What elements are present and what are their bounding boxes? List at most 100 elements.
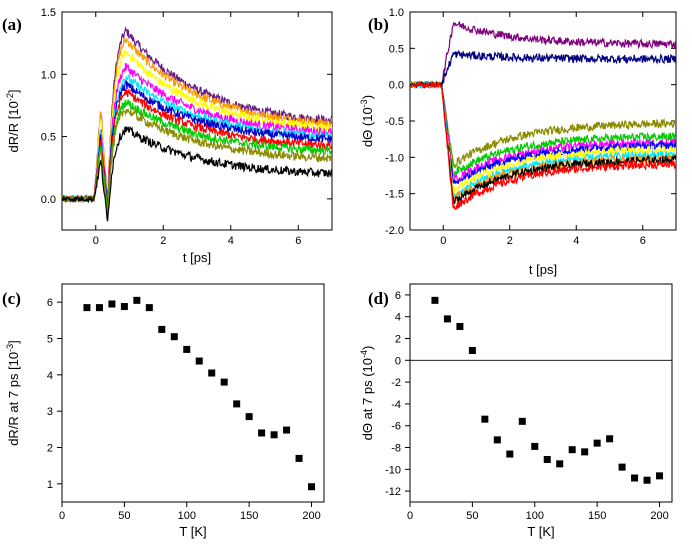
y-tick-label: 0.5 [41,132,56,144]
panel-label: (c) [2,289,21,308]
series-line-s7 [410,80,676,194]
y-axis-label: dR/R [10-2] [5,90,21,153]
data-point [581,448,589,456]
y-tick-label: -8 [391,443,401,455]
y-axis-label: dR/R at 7 ps [10-3] [5,340,21,446]
data-point [183,345,191,353]
x-tick-label: 200 [302,510,320,522]
y-tick-label: 1.0 [41,69,56,81]
y-tick-label: 6 [47,297,53,309]
data-point [195,357,203,365]
data-point [556,460,564,468]
panel-label: (a) [2,15,22,34]
y-tick-label: -4 [391,399,401,411]
y-tick-label: -1.5 [385,189,404,201]
data-point [606,435,614,443]
panel-label: (d) [368,289,389,308]
data-point [593,439,601,447]
y-tick-label: -0.5 [385,116,404,128]
x-tick-label: 0 [407,510,413,522]
x-tick-label: 50 [118,510,130,522]
series-line-s3 [410,80,676,169]
data-point [493,436,501,444]
chart-panel-b: 0 2 4 6 -2.0 -1.5 -1.0 -0.5 0.0 0.5 1.0 t [ps] dΘ (1… [359,7,677,277]
chart-panel-a: 0 2 4 6 0.0 0.5 1.0 1.5 t [ps] dR/R [10-2] (a) [2,7,333,265]
data-point [108,300,116,308]
y-tick-label: 1.0 [389,7,404,19]
x-tick-label: 200 [650,510,668,522]
y-tick-label: 1 [47,479,53,491]
y-tick-label: -1.0 [385,152,404,164]
series-line-s1 [410,21,676,90]
data-point [283,426,291,434]
x-tick-label: 4 [228,235,234,247]
data-point [531,442,539,450]
y-axis-label: dΘ (10-3) [359,95,375,147]
y-tick-label: 0.5 [389,43,404,55]
y-tick-label: -2 [391,377,401,389]
x-tick-label: 6 [640,235,646,247]
y-tick-label: 1.5 [41,7,56,19]
data-point [170,333,178,341]
data-point [568,446,576,454]
x-tick-label: 150 [240,510,258,522]
data-point [158,325,166,333]
data-point [245,413,253,421]
x-tick-label: 50 [466,510,478,522]
data-point [95,304,103,312]
x-tick-label: 0 [59,510,65,522]
y-tick-label: 0 [395,355,401,367]
data-point [258,429,266,437]
data-point [506,450,514,458]
y-tick-label: -2.0 [385,225,404,237]
plot-frame [409,283,673,503]
y-tick-label: 2 [395,334,401,346]
x-axis-label: T [K] [527,524,554,539]
data-point [208,369,216,377]
y-tick-label: 6 [395,290,401,302]
y-tick-label: 4 [395,312,401,324]
y-tick-label: 0.0 [41,194,56,206]
x-tick-label: 100 [526,510,544,522]
x-axis-label: T [K] [179,524,206,539]
x-tick-label: 0 [440,235,446,247]
data-point [543,455,551,463]
chart-panel-d: 0 50 100 150 200 -12 -10 -8 -6 -4 -2 0 2 4 6 T [K] dΘ at… [359,283,673,539]
data-point [656,472,664,480]
data-point [220,378,228,386]
data-point [468,346,476,354]
data-point [443,315,451,323]
y-tick-label: 2 [47,443,53,455]
x-axis-label: t [ps] [183,250,211,265]
x-tick-label: 6 [295,235,301,247]
y-tick-label: 4 [47,370,53,382]
data-point [233,400,241,408]
series-line-s11 [410,80,676,210]
y-tick-label: 0.0 [389,80,404,92]
y-axis-label: dΘ at 7 ps (10-4) [359,346,375,441]
data-point [643,476,651,484]
data-point [631,474,639,482]
series-line-s10 [62,125,332,222]
x-tick-label: 4 [573,235,579,247]
data-point [618,463,626,471]
data-point [308,483,316,491]
data-point [295,454,303,462]
x-tick-label: 2 [507,235,513,247]
data-point [83,304,91,312]
y-tick-label: -12 [385,486,401,498]
plot-frame [61,283,325,503]
data-point [481,415,489,423]
chart-panel-c: 0 50 100 150 200 1 2 3 4 5 6 T [K] dR/R at 7 ps [10-… [2,283,325,539]
x-tick-label: 150 [588,510,606,522]
data-point [431,296,439,304]
panel-label: (b) [368,15,389,34]
x-tick-label: 2 [160,235,166,247]
x-tick-label: 0 [93,235,99,247]
y-tick-label: -10 [385,464,401,476]
y-tick-label: 5 [47,334,53,346]
data-point [456,323,464,331]
data-point [120,303,128,311]
data-point [270,431,278,439]
